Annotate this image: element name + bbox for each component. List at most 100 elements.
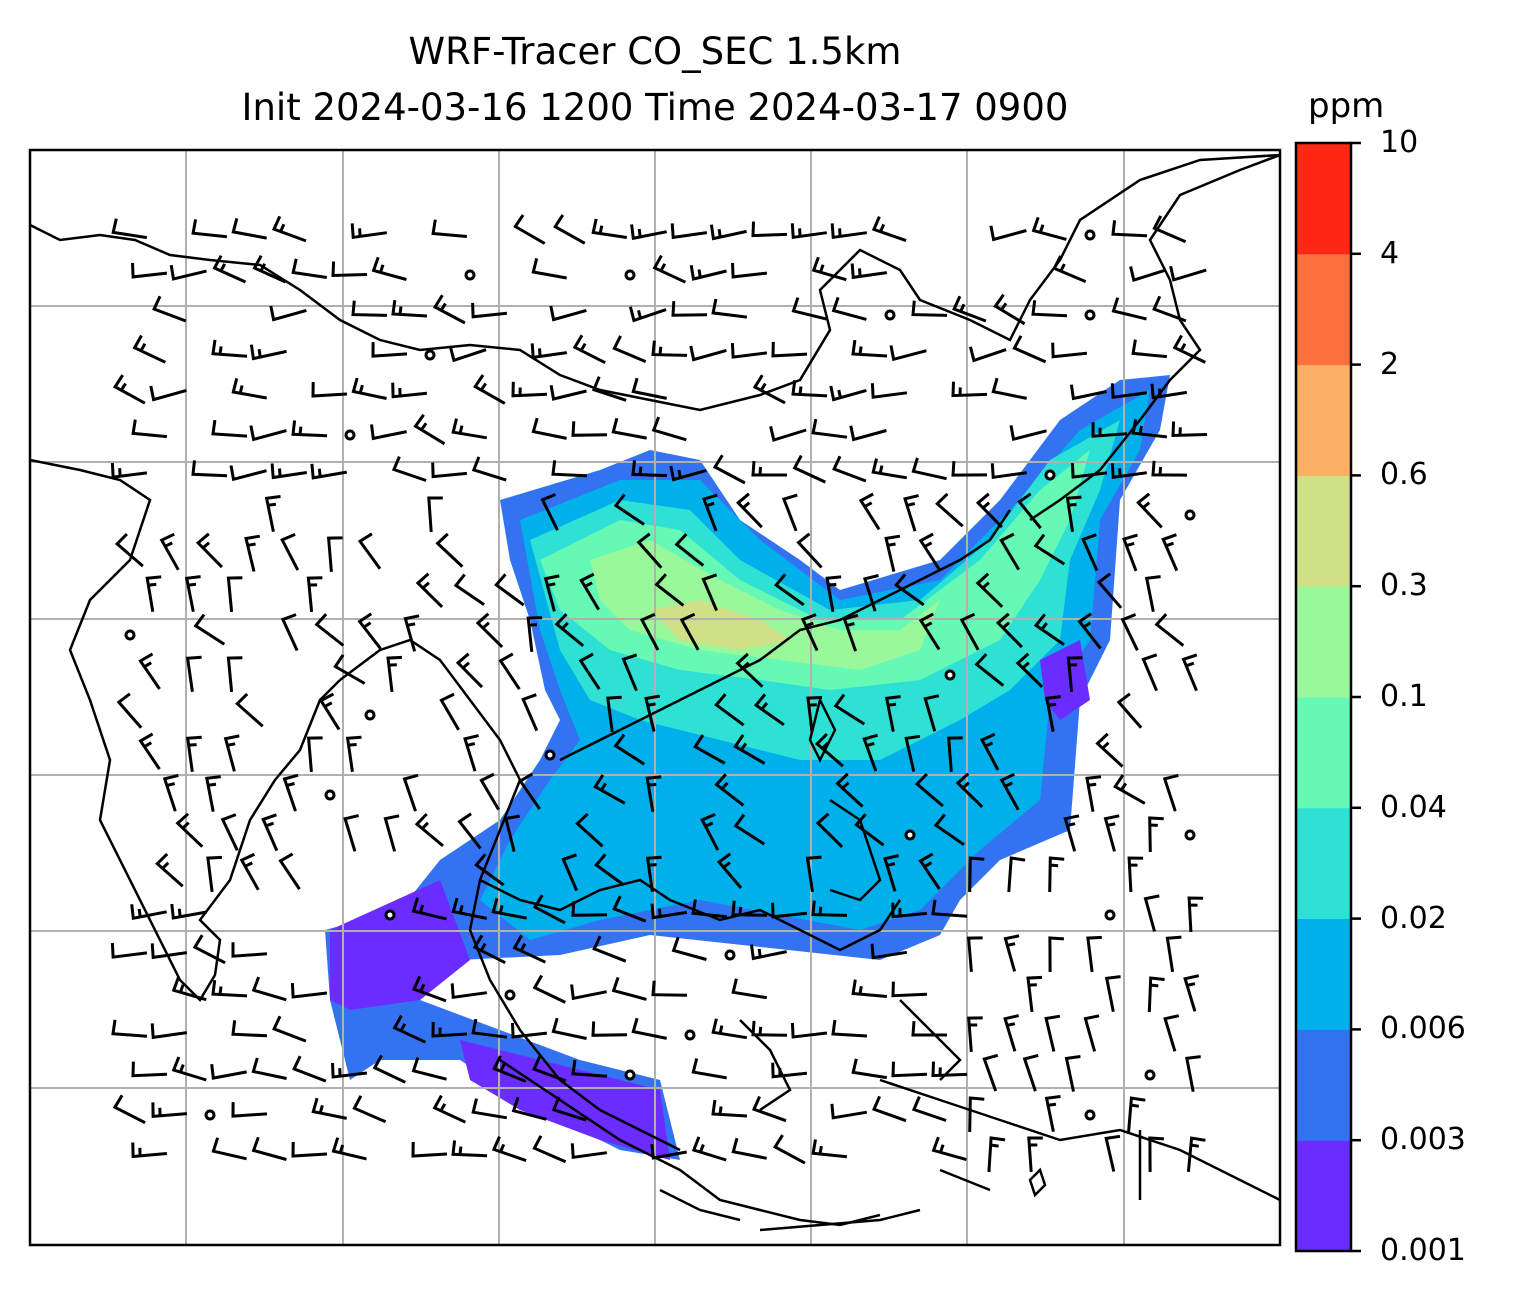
wind-barb (631, 1017, 667, 1040)
map-area (30, 150, 1280, 1245)
wind-barb (474, 853, 505, 887)
wind-barb (231, 218, 267, 240)
wind-barb (645, 855, 662, 893)
wind-barb (431, 462, 468, 479)
wind-barb (280, 533, 300, 571)
colorbar-tick-label: 0.02 (1380, 900, 1447, 936)
wind-barb (1151, 460, 1188, 477)
wind-barb (931, 899, 968, 918)
wind-barb (1091, 422, 1128, 438)
wind-barb (310, 463, 348, 480)
wind-barb (331, 1062, 368, 1079)
wind-barb (150, 943, 188, 960)
wind-barb (987, 1136, 1006, 1173)
wind-barb (386, 655, 402, 693)
wind-barb (711, 1099, 748, 1118)
wind-barb (479, 772, 500, 811)
wind-barb (572, 334, 606, 365)
wind-barb (491, 897, 527, 920)
wind-barbs (110, 214, 1208, 1173)
wind-barb (1048, 936, 1064, 973)
wind-barb (1122, 533, 1138, 572)
wind-barb (830, 1103, 868, 1120)
wind-barb (935, 492, 964, 528)
wind-barb (1069, 384, 1107, 401)
wind-barb (591, 1021, 628, 1037)
wind-barb (1083, 1014, 1100, 1052)
wind-barb (918, 852, 941, 890)
calm-wind-circles (124, 229, 1196, 1121)
wind-barb (811, 256, 847, 282)
wind-barb (352, 1095, 387, 1124)
wind-barb (331, 261, 368, 278)
colorbar-unit: ppm (1308, 86, 1385, 126)
wind-barb (1111, 297, 1147, 321)
wind-barb (790, 223, 828, 240)
calm-wind-marker (1084, 1109, 1096, 1121)
wind-barb (733, 813, 766, 846)
wind-barb (471, 1098, 508, 1120)
wind-barb (540, 493, 559, 531)
wind-barb (651, 416, 687, 442)
wind-barb (282, 773, 299, 812)
wind-barb (511, 1022, 548, 1039)
wind-barb (644, 694, 661, 732)
wind-barb (691, 1058, 727, 1080)
wind-barb (1086, 935, 1102, 973)
wind-barb (811, 418, 848, 439)
wind-barb (498, 652, 521, 691)
wind-barb (1051, 342, 1088, 359)
wind-barb (192, 934, 226, 965)
wind-barb (979, 732, 1000, 771)
colorbar-segment (1296, 586, 1351, 698)
wind-barb (1012, 335, 1047, 364)
calm-wind-marker (344, 429, 356, 441)
wind-barb (612, 895, 647, 923)
wind-barb (229, 465, 267, 482)
wind-barb (110, 943, 148, 959)
wind-barb (1136, 492, 1163, 529)
wind-barb (613, 493, 645, 526)
wind-barb (811, 900, 848, 917)
wind-barb (579, 572, 600, 611)
wind-barb (145, 575, 162, 613)
wind-barb (871, 458, 908, 480)
wind-barb (968, 1096, 985, 1133)
wind-barb (955, 772, 984, 808)
wind-barb (162, 773, 179, 812)
wind-barb (831, 296, 867, 321)
wind-barb (269, 305, 307, 322)
wind-barb (1127, 856, 1144, 893)
wind-barb (152, 295, 187, 323)
wind-barb (350, 223, 388, 240)
wind-barb (1077, 612, 1102, 650)
calm-wind-marker (624, 1069, 636, 1081)
wind-barb (402, 773, 419, 812)
wind-barb (652, 254, 687, 284)
wind-barb (231, 378, 267, 400)
wind-barb (771, 341, 808, 358)
colorbar-tick-label: 4 (1380, 235, 1400, 271)
coastlines (30, 153, 1280, 1232)
wind-barb (291, 258, 328, 279)
colorbar-segment (1296, 807, 1351, 920)
wind-barb (1031, 300, 1068, 318)
wind-barb (1003, 1014, 1020, 1052)
wind-barb (138, 732, 161, 770)
wind-barb (1103, 814, 1120, 852)
wind-barb (991, 377, 1027, 400)
wind-barb (314, 613, 345, 647)
wind-barb (318, 692, 341, 731)
colorbar-segment (1296, 475, 1351, 587)
wind-barb (894, 573, 925, 607)
calm-wind-marker (364, 709, 376, 721)
calm-wind-marker (424, 349, 436, 361)
wind-barb (170, 903, 207, 920)
wind-barb (1104, 975, 1121, 1012)
wind-barb (132, 334, 167, 364)
wind-barb (249, 425, 287, 442)
wind-barb (471, 456, 507, 482)
wind-barb (130, 904, 167, 920)
wind-barb (1081, 533, 1099, 572)
wind-barb (1127, 1096, 1146, 1133)
